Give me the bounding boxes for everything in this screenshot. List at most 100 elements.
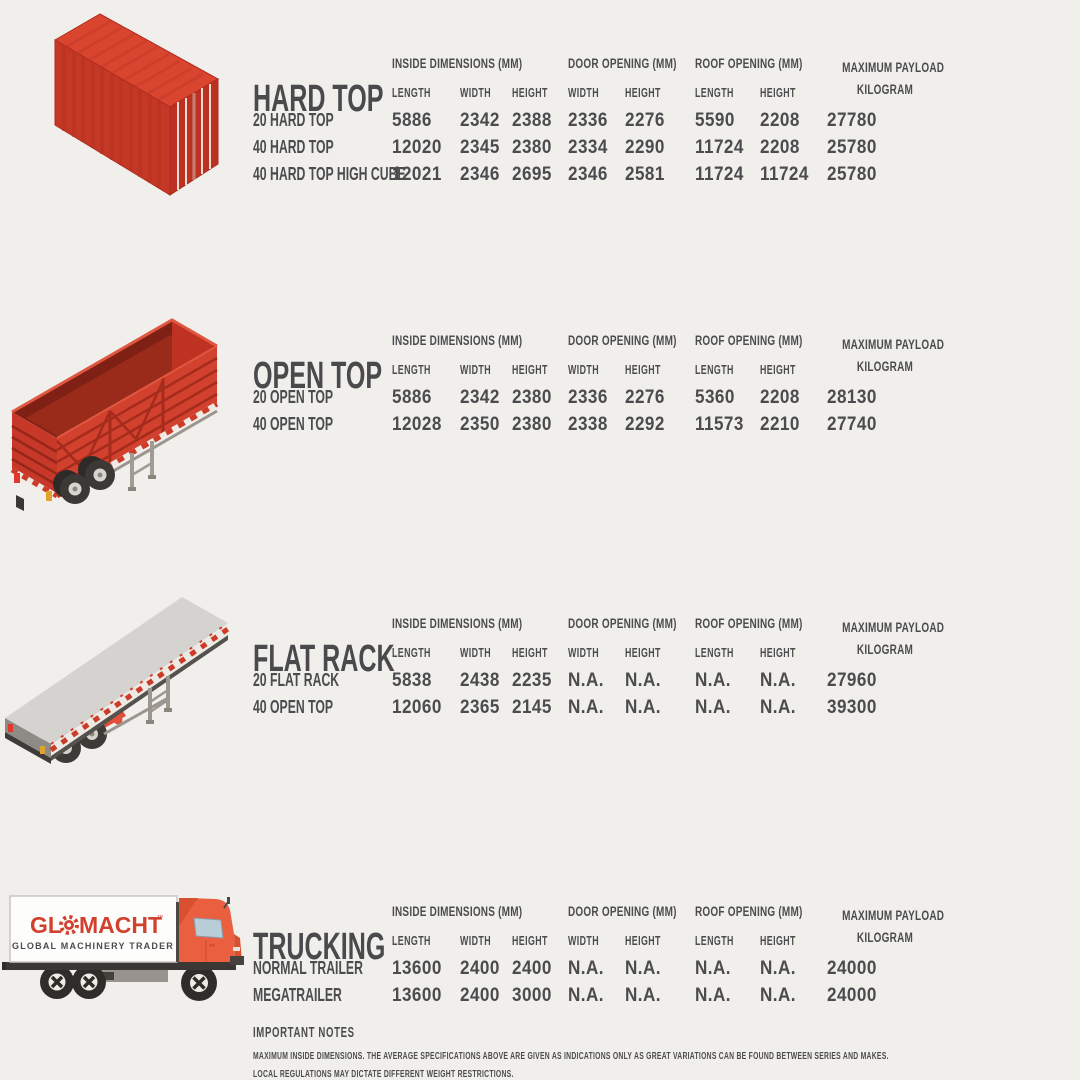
spec-value: N.A.: [760, 670, 796, 691]
spec-value: 11724: [760, 164, 809, 185]
spec-table-open-top: INSIDE DIMENSIONS (MM) DOOR OPENING (MM) R…: [253, 332, 945, 439]
spec-value: 12028: [392, 414, 442, 435]
column-subheader: HEIGHT: [760, 85, 796, 100]
spec-value: N.A.: [695, 697, 731, 718]
spec-value: N.A.: [568, 670, 604, 691]
spec-value: 2208: [760, 110, 800, 131]
column-subheader: HEIGHT: [625, 85, 661, 100]
spec-value: 11573: [695, 414, 744, 435]
spec-value: N.A.: [568, 985, 604, 1006]
spec-value: 2210: [760, 414, 800, 435]
column-group-header: MAXIMUM PAYLOAD KILOGRAM: [842, 60, 945, 97]
column-group-header: ROOF OPENING (MM): [695, 616, 803, 631]
column-subheader: HEIGHT: [760, 933, 796, 948]
spec-value: 2380: [512, 137, 552, 158]
spec-value: 2380: [512, 414, 552, 435]
landing-gear: [128, 441, 156, 491]
logo-trademark: ™: [157, 914, 163, 921]
spec-value: 12060: [392, 697, 442, 718]
notes-line: LOCAL REGULATIONS MAY DICTATE DIFFERENT …: [253, 1069, 514, 1080]
row-label: 40 HARD TOP HIGH CUBE: [253, 164, 406, 184]
logo-suffix: MACHT: [79, 912, 162, 938]
spec-value: N.A.: [760, 985, 796, 1006]
column-group-header: ROOF OPENING (MM): [695, 904, 803, 919]
spec-value: N.A.: [625, 670, 661, 691]
column-subheader: LENGTH: [695, 645, 734, 660]
spec-value: 2276: [625, 387, 665, 408]
column-subheader: HEIGHT: [760, 645, 796, 660]
spec-value: 5886: [392, 387, 432, 408]
spec-value: 2292: [625, 414, 665, 435]
spec-value: 2334: [568, 137, 608, 158]
notes-title: IMPORTANT NOTES: [253, 1024, 355, 1041]
column-subheader: LENGTH: [695, 362, 734, 377]
column-group-header: INSIDE DIMENSIONS (MM): [392, 904, 523, 919]
logo-tagline: GLOBAL MACHINERY TRADER: [12, 941, 174, 951]
spec-value: 2400: [512, 958, 552, 979]
box-truck-icon: GL MACHT ™ GLOBAL MACHINERY TRADER: [2, 895, 244, 1001]
spec-value: 27960: [827, 670, 877, 691]
open-top-trailer-illustration: [10, 303, 235, 523]
column-subheader: WIDTH: [460, 933, 492, 948]
logo-prefix: GL: [30, 912, 62, 938]
column-group-header: DOOR OPENING (MM): [568, 904, 677, 919]
column-subheader: HEIGHT: [625, 362, 661, 377]
column-subheader: WIDTH: [568, 85, 600, 100]
column-subheader: HEIGHT: [512, 362, 548, 377]
spec-value: 3000: [512, 985, 552, 1006]
spec-value: 2342: [460, 110, 500, 131]
spec-value: 25780: [827, 164, 877, 185]
column-subheader: WIDTH: [568, 933, 600, 948]
spec-value: 2208: [760, 387, 800, 408]
spec-value: 2276: [625, 110, 665, 131]
spec-value: 24000: [827, 958, 877, 979]
spec-value: 2380: [512, 387, 552, 408]
section-title-trucking: TRUCKING: [253, 925, 386, 968]
row-label: 40 HARD TOP: [253, 137, 334, 157]
spec-value: 2346: [568, 164, 608, 185]
spec-value: 39300: [827, 697, 877, 718]
column-group-header: ROOF OPENING (MM): [695, 333, 803, 348]
row-label: 20 HARD TOP: [253, 110, 334, 130]
section-title-flat-rack: FLAT RACK: [253, 637, 395, 680]
spec-value: 24000: [827, 985, 877, 1006]
spec-value: 2695: [512, 164, 552, 185]
spec-value: 2400: [460, 985, 500, 1006]
row-label: NORMAL TRAILER: [253, 958, 363, 978]
column-subheader: LENGTH: [392, 85, 431, 100]
spec-value: 2350: [460, 414, 500, 435]
container-isometric-icon: [54, 13, 220, 196]
flat-rack-trailer-icon: [5, 597, 230, 764]
spec-value: 5360: [695, 387, 735, 408]
spec-value: 2208: [760, 137, 800, 158]
column-group-header: DOOR OPENING (MM): [568, 333, 677, 348]
section-title-hard-top: HARD TOP: [253, 77, 384, 120]
truck-illustration: GL MACHT ™ GLOBAL MACHINERY TRADER: [0, 878, 245, 1018]
column-subheader: LENGTH: [392, 645, 431, 660]
spec-value: 2336: [568, 387, 608, 408]
spec-value: 5838: [392, 670, 432, 691]
truck-wheels: [40, 965, 217, 1001]
row-label: MEGATRAILER: [253, 985, 342, 1005]
column-group-header: INSIDE DIMENSIONS (MM): [392, 56, 523, 71]
spec-value: 12020: [392, 137, 442, 158]
spec-table-flat-rack: INSIDE DIMENSIONS (MM) DOOR OPENING (MM) R…: [253, 615, 944, 722]
landing-gear: [103, 676, 172, 736]
row-label: 20 OPEN TOP: [253, 387, 334, 407]
column-subheader: WIDTH: [568, 645, 600, 660]
column-group-header: INSIDE DIMENSIONS (MM): [392, 616, 523, 631]
column-group-header: MAXIMUM PAYLOAD KILOGRAM: [842, 337, 945, 374]
spec-value: 2438: [460, 670, 500, 691]
section-title-open-top: OPEN TOP: [253, 354, 383, 397]
column-subheader: HEIGHT: [512, 85, 548, 100]
spec-value: 2338: [568, 414, 608, 435]
flat-rack-illustration: [0, 588, 250, 788]
spec-value: 2400: [460, 958, 500, 979]
row-label: 40 OPEN TOP: [253, 697, 334, 717]
spec-table-hard-top: INSIDE DIMENSIONS (MM) DOOR OPENING (MM) R…: [253, 55, 945, 189]
spec-value: 11724: [695, 137, 744, 158]
spec-value: 11724: [695, 164, 744, 185]
spec-value: 2145: [512, 697, 552, 718]
spec-value: 25780: [827, 137, 877, 158]
